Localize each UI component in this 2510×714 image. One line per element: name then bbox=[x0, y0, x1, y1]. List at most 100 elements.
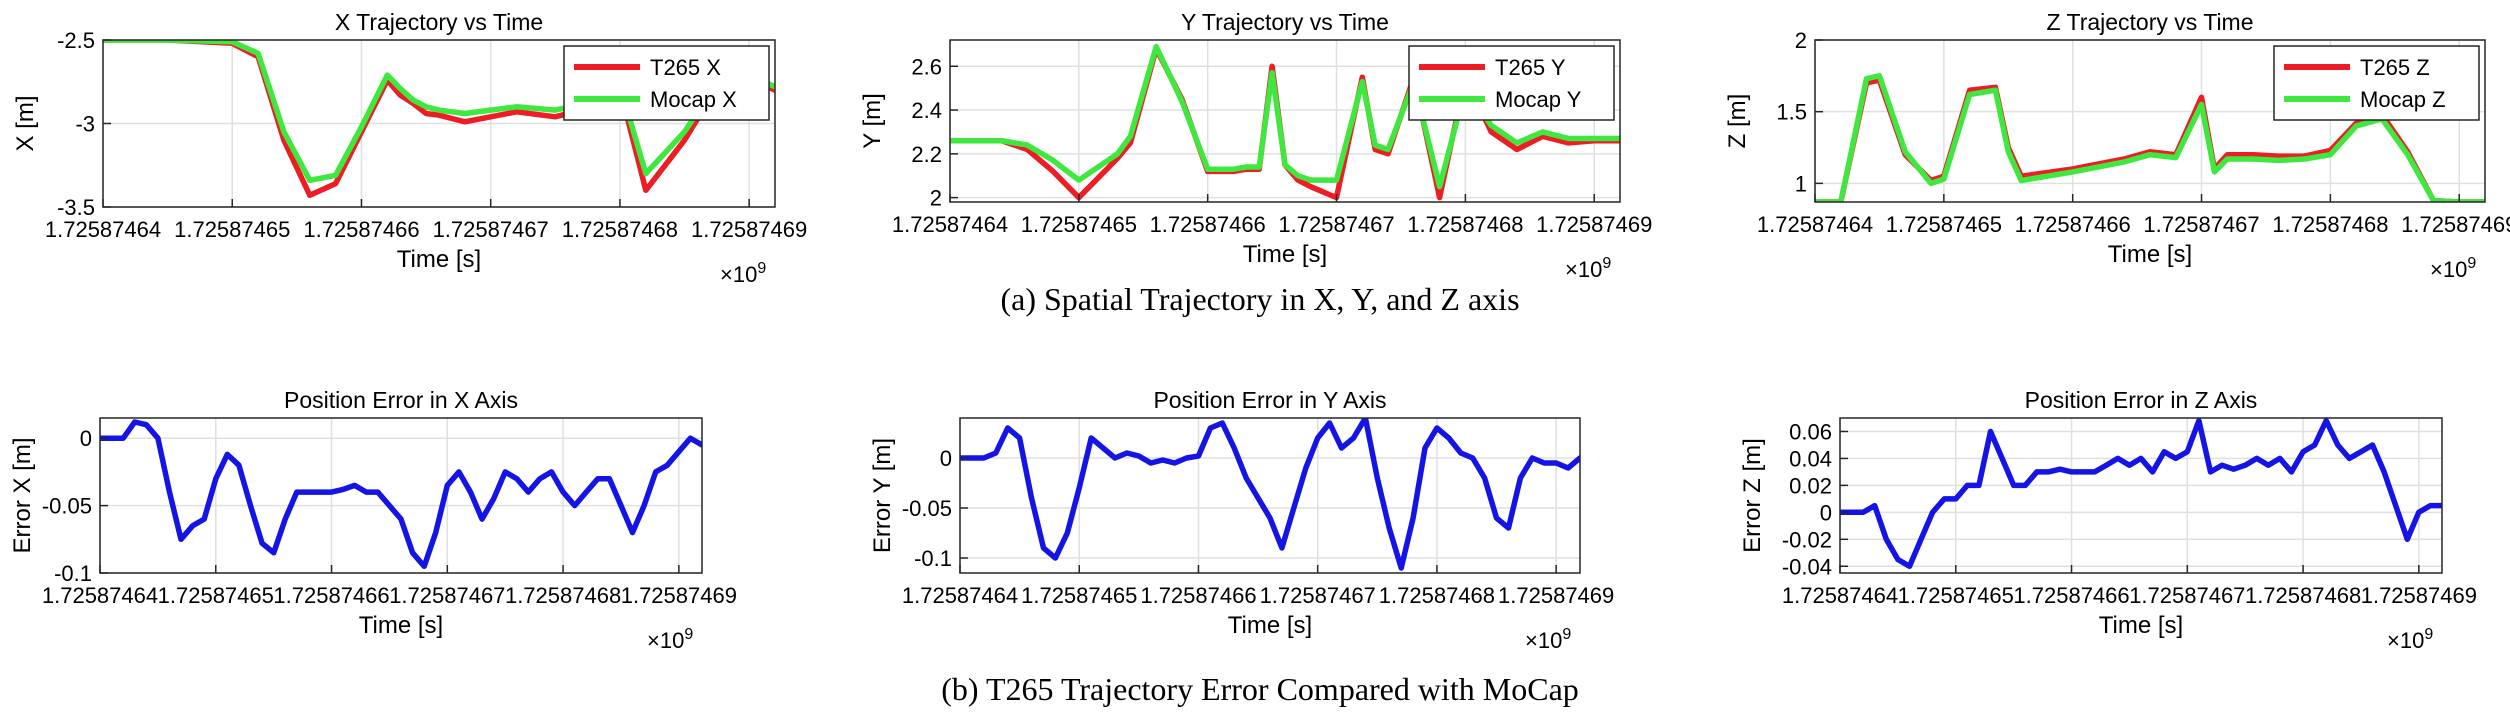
y-axis-label: Y [m] bbox=[859, 93, 886, 149]
x-tick-label: 1.72587464 bbox=[45, 217, 161, 242]
x-axis-label: Time [s] bbox=[2099, 612, 2183, 639]
x-axis-exponent: ×109 bbox=[2387, 626, 2433, 653]
x-tick-label: 1.72587466 bbox=[2015, 212, 2131, 237]
x-tick-label: 1.72587464 bbox=[902, 583, 1018, 608]
x-tick-label: 1.72587466 bbox=[1150, 212, 1266, 237]
y-tick-label: -0.04 bbox=[1782, 554, 1832, 579]
x-tick-label: 1.72587465 bbox=[1021, 212, 1137, 237]
chart-title: Y Trajectory vs Time bbox=[1181, 9, 1389, 35]
series-line-error bbox=[100, 419, 702, 570]
x-tick-label: 1.72587468 bbox=[505, 583, 621, 608]
series-line-t265-x bbox=[103, 40, 775, 199]
y-tick-label: 0 bbox=[80, 426, 92, 451]
y-tick-label: -0.1 bbox=[914, 546, 952, 571]
x-tick-label: 1.72587466 bbox=[1140, 583, 1256, 608]
chart-panel-4: 1.72587464 1.72587465 1.72587466 1.72587467… bbox=[9, 387, 737, 653]
x-tick-label: 1.72587465 bbox=[158, 583, 274, 608]
x-tick-label: 1.72587468 bbox=[2272, 212, 2388, 237]
x-tick-label: 1.72587468 bbox=[1379, 583, 1495, 608]
y-tick-label: 0.04 bbox=[1789, 446, 1832, 471]
series-line-mocap-x bbox=[103, 40, 775, 184]
legend-box bbox=[1408, 45, 1615, 121]
x-axis-label: Time [s] bbox=[2108, 241, 2192, 268]
x-tick-label: 1.72587469 bbox=[621, 583, 737, 608]
x-axis-exponent: ×109 bbox=[1525, 626, 1571, 653]
chart-panels: 1.72587464 1.72587465 1.72587466 1.72587467… bbox=[9, 9, 2510, 653]
x-axis-exponent: ×109 bbox=[2430, 255, 2476, 282]
y-tick-label: 2.6 bbox=[911, 54, 942, 79]
x-tick-label: 1.72587466 bbox=[303, 217, 419, 242]
axes-box bbox=[1814, 39, 2486, 203]
y-tick-label: 0.02 bbox=[1789, 473, 1832, 498]
x-tick-label: 1.72587467 bbox=[1278, 212, 1394, 237]
x-tick-label: 1.72587468 bbox=[562, 217, 678, 242]
x-axis-exponent: ×109 bbox=[720, 260, 766, 287]
x-tick-label: 1.72587467 bbox=[389, 583, 505, 608]
x-tick-label: 1.72587467 bbox=[2143, 212, 2259, 237]
x-tick-label: 1.72587465 bbox=[174, 217, 290, 242]
y-axis-label: X [m] bbox=[12, 95, 39, 151]
y-tick-label: 2 bbox=[930, 186, 942, 211]
legend-label-mocap-x: Mocap X bbox=[650, 87, 737, 112]
legend-box bbox=[563, 45, 770, 121]
chart-title: X Trajectory vs Time bbox=[335, 9, 543, 35]
chart-panel-6: 1.72587464 1.72587465 1.72587466 1.72587467… bbox=[1739, 387, 2477, 653]
y-tick-label: 1 bbox=[1795, 171, 1807, 196]
series-group bbox=[103, 40, 775, 199]
y-axis-label: Error Y [m] bbox=[869, 438, 896, 553]
x-tick-label: 1.72587468 bbox=[2245, 583, 2361, 608]
legend-label-t265-z: T265 Z bbox=[2360, 55, 2430, 80]
y-tick-label: 2.4 bbox=[911, 98, 942, 123]
x-tick-label: 1.72587469 bbox=[691, 217, 807, 242]
x-tick-label: 1.72587465 bbox=[1021, 583, 1137, 608]
y-tick-label: 2.2 bbox=[911, 142, 942, 167]
series-group bbox=[100, 419, 702, 570]
chart-panel-3: 1.72587464 1.72587465 1.72587466 1.72587467… bbox=[1724, 9, 2510, 282]
series-line-error bbox=[960, 418, 1580, 571]
y-tick-label: 0 bbox=[1820, 500, 1832, 525]
x-tick-label: 1.72587469 bbox=[1536, 212, 1652, 237]
y-tick-label: 2 bbox=[1795, 28, 1807, 53]
y-axis-label: Z [m] bbox=[1724, 94, 1751, 149]
x-tick-label: 1.72587468 bbox=[1407, 212, 1523, 237]
caption-trajectory-error: (b) T265 Trajectory Error Compared with … bbox=[941, 671, 1579, 707]
x-axis-label: Time [s] bbox=[397, 246, 481, 273]
y-axis-label: Error X [m] bbox=[9, 437, 36, 553]
x-tick-label: 1.72587464 bbox=[42, 583, 158, 608]
x-axis-exponent: ×109 bbox=[647, 626, 693, 653]
y-tick-label: -3.5 bbox=[57, 195, 95, 220]
series-line-error bbox=[1840, 418, 2442, 570]
axes-box bbox=[1839, 417, 2443, 574]
series-line-mocap-z bbox=[1815, 73, 2485, 202]
chart-title: Position Error in Z Axis bbox=[2025, 387, 2258, 413]
x-tick-label: 1.72587465 bbox=[1886, 212, 2002, 237]
series-group bbox=[1840, 418, 2442, 570]
legend-label-t265-y: T265 Y bbox=[1495, 55, 1566, 80]
x-tick-label: 1.72587469 bbox=[2401, 212, 2510, 237]
chart-panel-5: 1.72587464 1.72587465 1.72587466 1.72587467… bbox=[869, 387, 1614, 653]
x-tick-label: 1.72587467 bbox=[433, 217, 549, 242]
y-tick-label: 0.06 bbox=[1789, 419, 1832, 444]
x-tick-label: 1.72587465 bbox=[1898, 583, 2014, 608]
x-tick-label: 1.72587467 bbox=[1260, 583, 1376, 608]
y-tick-label: 0 bbox=[940, 446, 952, 471]
x-tick-label: 1.72587464 bbox=[892, 212, 1008, 237]
legend-box bbox=[2273, 45, 2480, 121]
x-tick-label: 1.72587469 bbox=[1498, 583, 1614, 608]
x-tick-label: 1.72587469 bbox=[2361, 583, 2477, 608]
x-tick-label: 1.72587464 bbox=[1782, 583, 1898, 608]
series-group bbox=[960, 418, 1580, 571]
plot-area bbox=[100, 418, 702, 573]
axes-box bbox=[959, 417, 1581, 574]
x-axis-label: Time [s] bbox=[1228, 612, 1312, 639]
legend-label-t265-x: T265 X bbox=[650, 55, 721, 80]
x-tick-label: 1.72587467 bbox=[2129, 583, 2245, 608]
y-tick-label: 1.5 bbox=[1776, 100, 1807, 125]
plot-area bbox=[1840, 418, 2442, 573]
axes-box bbox=[99, 417, 703, 574]
y-tick-label: -2.5 bbox=[57, 28, 95, 53]
chart-panel-2: 1.72587464 1.72587465 1.72587466 1.72587467… bbox=[859, 9, 1652, 282]
chart-title: Position Error in X Axis bbox=[284, 387, 518, 413]
y-tick-label: -3 bbox=[75, 112, 95, 137]
x-axis-exponent: ×109 bbox=[1565, 255, 1611, 282]
